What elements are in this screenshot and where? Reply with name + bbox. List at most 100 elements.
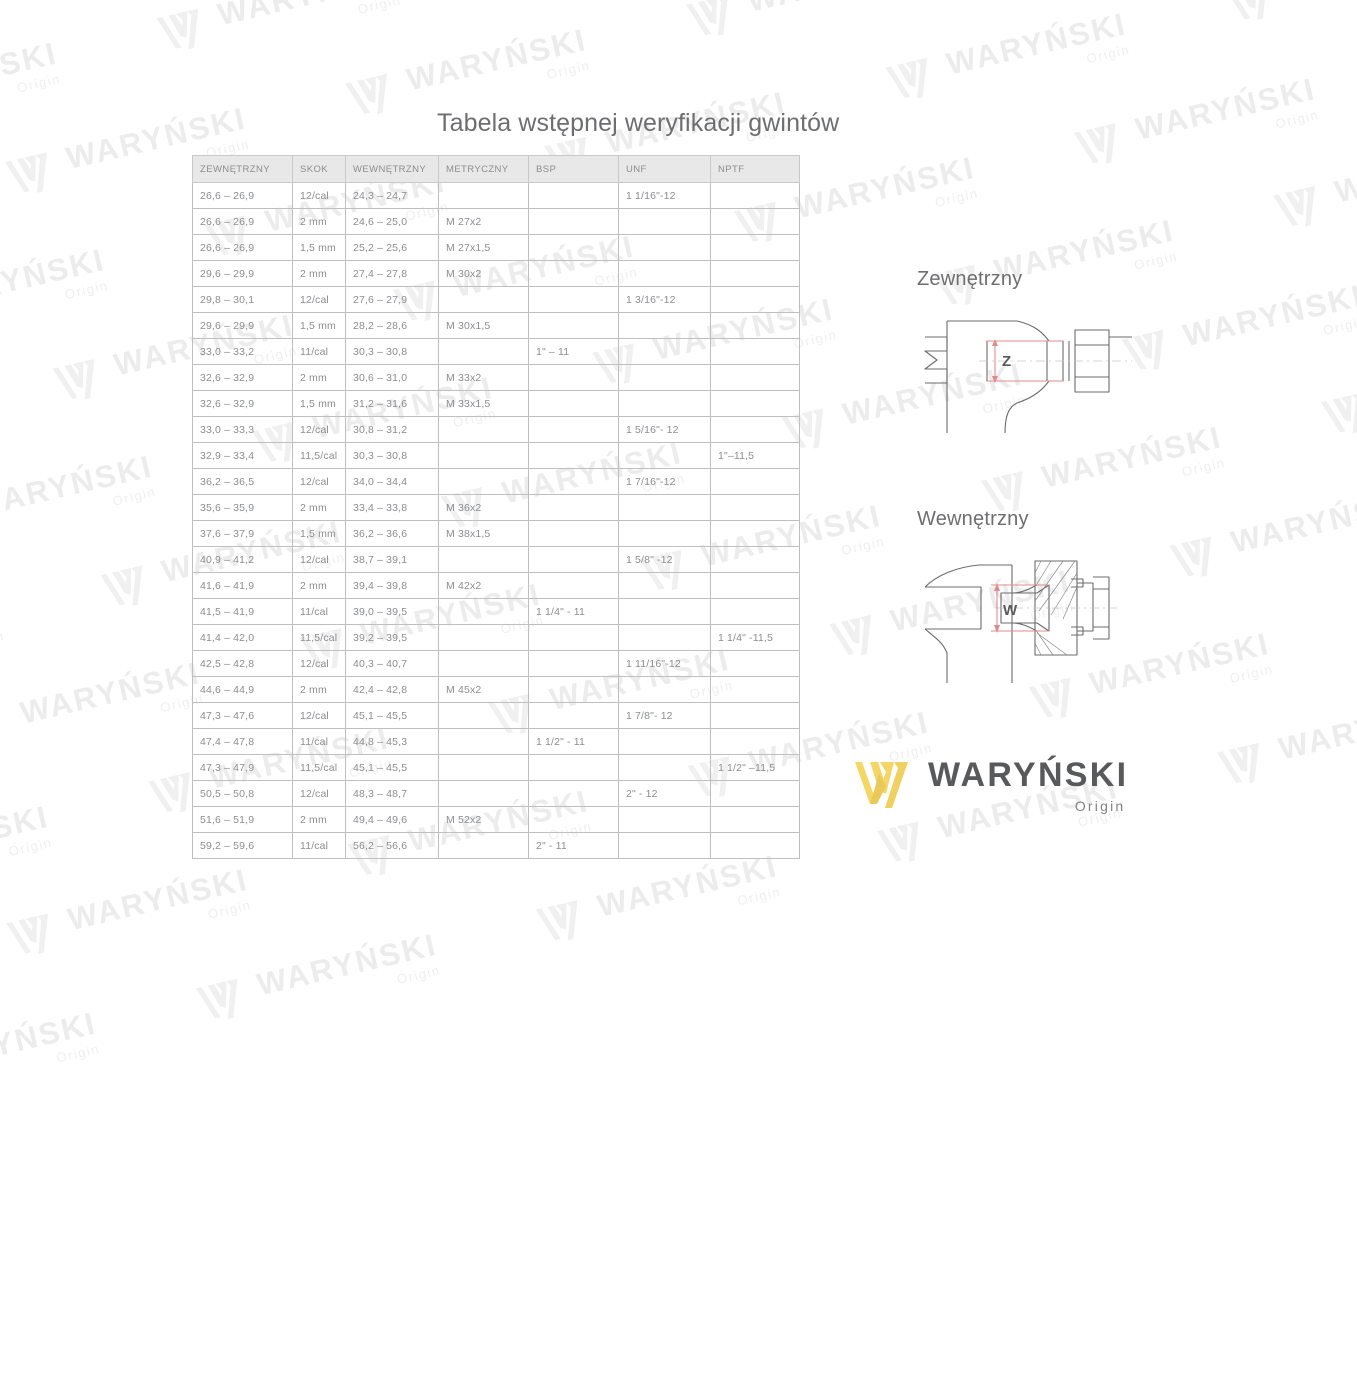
table-cell: 30,3 – 30,8 xyxy=(345,338,439,365)
thread-table-container: ZEWNĘTRZNY SKOK WEWNĘTRZNY METRYCZNY BSP… xyxy=(192,155,800,859)
table-cell: 47,4 – 47,8 xyxy=(192,728,293,755)
watermark-w-icon xyxy=(1315,392,1357,433)
table-cell: 11/cal xyxy=(292,728,346,755)
table-cell: 44,8 – 45,3 xyxy=(345,728,439,755)
table-header-row: ZEWNĘTRZNY SKOK WEWNĘTRZNY METRYCZNY BSP… xyxy=(192,155,800,183)
watermark-name: WARYŃSKI xyxy=(1227,484,1357,560)
table-cell: 49,4 – 49,6 xyxy=(345,806,439,833)
table-cell xyxy=(528,286,619,313)
table-row: 32,6 – 32,9 1,5 mm 31,2 – 31,6 M 33x1,5 xyxy=(192,390,800,417)
table-cell: M 45x2 xyxy=(438,676,529,703)
table-cell: 1,5 mm xyxy=(292,390,346,417)
watermark-name: WARYŃSKI xyxy=(403,21,591,98)
watermark-tagline: Origin xyxy=(395,962,442,987)
table-row: 47,3 – 47,9 11,5/cal 45,1 – 45,5 1 1/2" –11… xyxy=(192,754,800,781)
table-row: 26,6 – 26,9 12/cal 24,3 – 24,7 1 1/16"-12 xyxy=(192,182,800,209)
waryn-w-mark-icon xyxy=(848,761,908,808)
watermark-tagline: Origin xyxy=(1228,661,1275,686)
table-body: 26,6 – 26,9 12/cal 24,3 – 24,7 1 1/16"-12 26… xyxy=(192,182,800,859)
watermark-w-icon xyxy=(339,73,387,115)
table-cell: 26,6 – 26,9 xyxy=(192,234,293,261)
table-cell: 1 3/16"-12 xyxy=(618,286,711,313)
table-cell xyxy=(618,676,711,703)
watermark-w-icon xyxy=(823,614,871,656)
table-cell: 48,3 – 48,7 xyxy=(345,780,439,807)
watermark-name: WARYŃSKI xyxy=(1275,691,1357,767)
table-cell xyxy=(528,806,619,833)
table-cell xyxy=(438,624,529,651)
watermark-tagline: Origin xyxy=(736,883,783,909)
watermark-name: WARYŃSKI xyxy=(16,655,204,731)
thread-verification-table: ZEWNĘTRZNY SKOK WEWNĘTRZNY METRYCZNY BSP… xyxy=(192,155,800,859)
table-cell xyxy=(438,598,529,625)
table-cell: M 52x2 xyxy=(438,806,529,833)
table-cell xyxy=(618,728,711,755)
table-cell: 41,4 – 42,0 xyxy=(192,624,293,651)
diagram-internal: Wewnętrzny xyxy=(917,508,1147,693)
watermark-name: WARYŃSKI xyxy=(64,861,252,938)
watermark-tagline: Origin xyxy=(63,277,110,303)
table-cell: M 30x1,5 xyxy=(438,312,529,339)
watermark-row: WARYŃSKIOriginWARYŃSKIOriginWARYŃSKIOrig… xyxy=(0,0,1357,78)
table-cell: 1,5 mm xyxy=(292,234,346,261)
table-cell: 40,9 – 41,2 xyxy=(192,546,293,573)
table-row: 42,5 – 42,8 12/cal 40,3 – 40,7 1 11/16"-12 xyxy=(192,650,800,677)
table-cell: 29,6 – 29,9 xyxy=(192,260,293,287)
table-cell xyxy=(528,676,619,703)
table-cell: 44,6 – 44,9 xyxy=(192,676,293,703)
table-cell xyxy=(710,728,800,755)
table-row: 41,4 – 42,0 11,5/cal 39,2 – 39,5 1 1/4" -11… xyxy=(192,624,800,651)
table-cell: 1 5/8" -12 xyxy=(618,546,711,573)
table-row: 35,6 – 35,9 2 mm 33,4 – 33,8 M 36x2 xyxy=(192,494,800,521)
table-row: 26,6 – 26,9 2 mm 24,6 – 25,0 M 27x2 xyxy=(192,208,800,235)
table-cell: 12/cal xyxy=(292,286,346,313)
table-cell: M 38x1,5 xyxy=(438,520,529,547)
watermark-w-icon xyxy=(94,565,142,607)
table-cell: 25,2 – 25,6 xyxy=(345,234,439,261)
table-cell xyxy=(438,650,529,677)
table-cell xyxy=(710,468,800,495)
table-cell: 2 mm xyxy=(292,208,346,235)
table-cell: 39,4 – 39,8 xyxy=(345,572,439,599)
table-cell: 1" – 11 xyxy=(528,338,619,365)
table-row: 47,3 – 47,6 12/cal 45,1 – 45,5 1 7/8"- 12 xyxy=(192,702,800,729)
table-cell: 35,6 – 35,9 xyxy=(192,494,293,521)
table-row: 40,9 – 41,2 12/cal 38,7 – 39,1 1 5/8" -12 xyxy=(192,546,800,573)
table-cell: 12/cal xyxy=(292,416,346,443)
table-cell: 12/cal xyxy=(292,650,346,677)
table-cell xyxy=(618,598,711,625)
table-cell: 1 7/16"-12 xyxy=(618,468,711,495)
table-cell xyxy=(618,624,711,651)
table-cell: M 30x2 xyxy=(438,260,529,287)
watermark-w-icon xyxy=(680,0,728,36)
table-cell xyxy=(618,364,711,391)
table-cell xyxy=(710,494,800,521)
table-cell: 1 1/2" –11,5 xyxy=(710,754,800,781)
watermark-tagline: Origin xyxy=(54,1041,102,1066)
table-cell xyxy=(710,598,800,625)
table-cell xyxy=(438,286,529,313)
table-cell xyxy=(438,442,529,469)
table-row: 32,9 – 33,4 11,5/cal 30,3 – 30,8 1"–11,5 xyxy=(192,442,800,469)
column-header-zewnetrzny: ZEWNĘTRZNY xyxy=(192,155,293,183)
table-cell: 12/cal xyxy=(292,546,346,573)
watermark-tagline: Origin xyxy=(886,0,933,3)
table-cell: 32,9 – 33,4 xyxy=(192,442,293,469)
watermark-w-icon xyxy=(1267,186,1315,227)
table-cell xyxy=(618,832,711,859)
table-cell xyxy=(710,338,800,365)
column-header-bsp: BSP xyxy=(528,155,619,183)
table-cell: 12/cal xyxy=(292,468,346,495)
dimension-label-z: Z xyxy=(1002,353,1011,370)
watermark-name: WARYŃSKI xyxy=(1132,71,1319,147)
table-cell xyxy=(618,442,711,469)
table-row: 29,8 – 30,1 12/cal 27,6 – 27,9 1 3/16"-12 xyxy=(192,286,800,313)
watermark-name: WARYŃSKI xyxy=(1284,0,1357,3)
watermark-w-icon xyxy=(1163,536,1212,577)
table-cell xyxy=(618,754,711,781)
